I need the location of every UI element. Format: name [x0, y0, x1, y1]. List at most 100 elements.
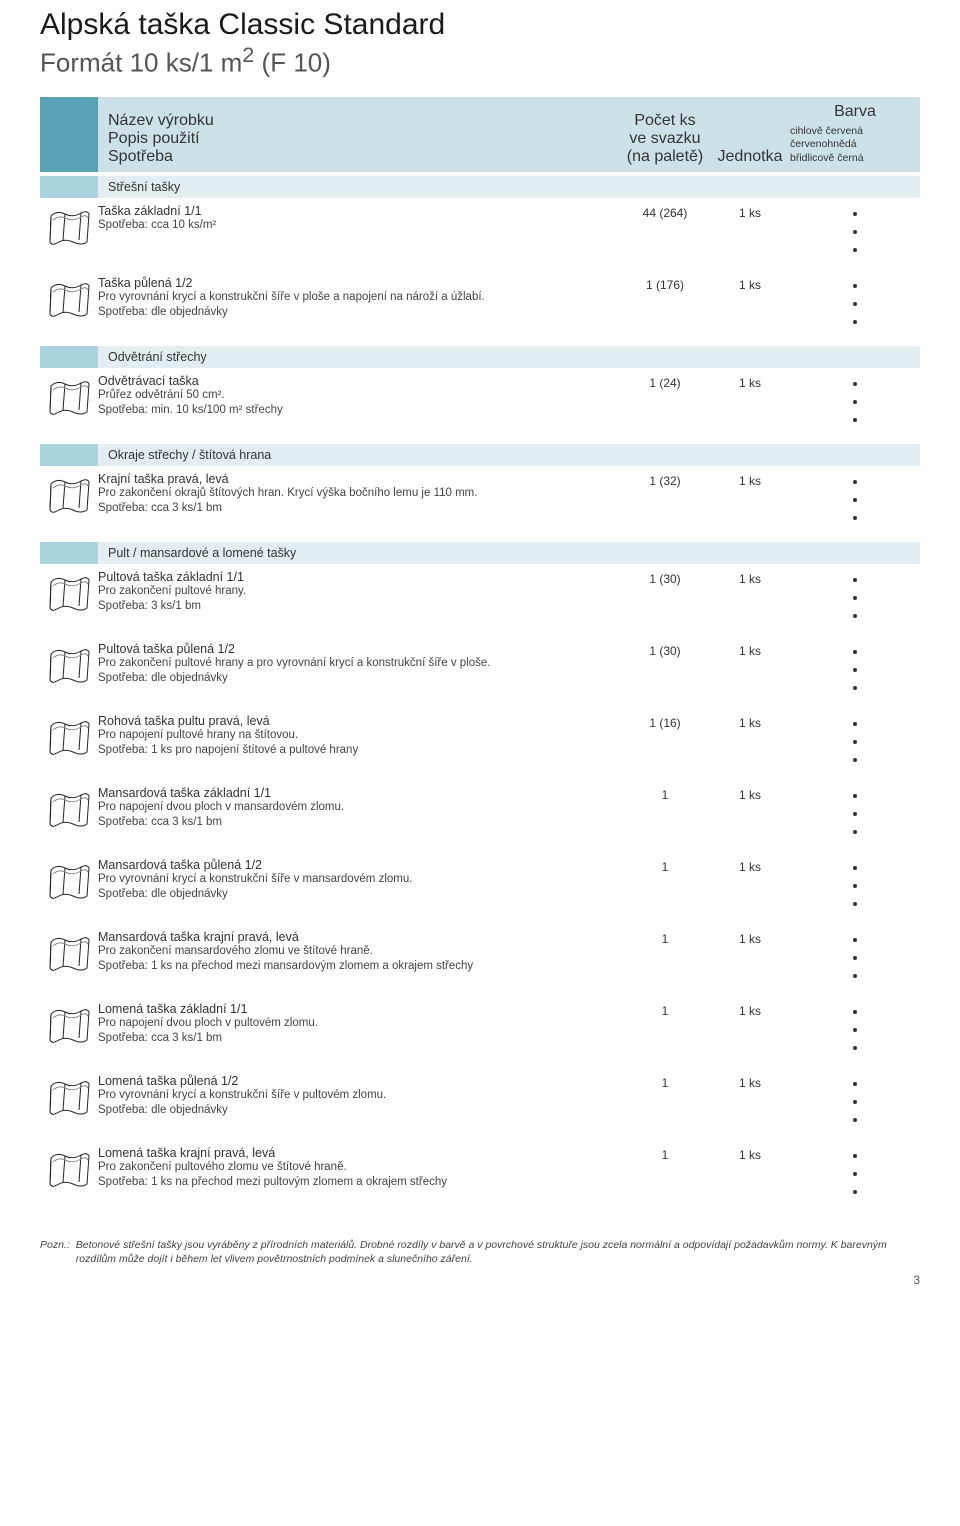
- product-qty: 1: [620, 1074, 710, 1090]
- product-row: Lomená taška základní 1/1 Pro napojení d…: [40, 996, 920, 1068]
- product-unit: 1 ks: [710, 1002, 790, 1018]
- product-consumption: Spotřeba: cca 3 ks/1 bm: [98, 815, 610, 831]
- header-unit: Jednotka: [710, 148, 790, 166]
- header-desc-3: Spotřeba: [108, 148, 610, 166]
- product-unit: 1 ks: [710, 1074, 790, 1090]
- product-desc: Pro zakončení pultové hrany a pro vyrovn…: [98, 656, 610, 672]
- header-qty-2: ve svazku: [620, 130, 710, 148]
- product-row: Mansardová taška základní 1/1 Pro napoje…: [40, 780, 920, 852]
- subtitle-pre: Formát 10 ks/1 m: [40, 48, 242, 78]
- header-color-names: cihlově červenáčervenohnědábřidlicově če…: [790, 125, 920, 166]
- table-header: Název výrobku Popis použití Spotřeba Poč…: [40, 97, 920, 172]
- product-qty: 1 (32): [620, 472, 710, 488]
- header-color-title: Barva: [790, 103, 920, 121]
- product-unit: 1 ks: [710, 714, 790, 730]
- color-dots: [790, 472, 920, 520]
- product-consumption: Spotřeba: dle objednávky: [98, 1103, 610, 1119]
- product-name: Krajní taška pravá, levá: [98, 472, 610, 486]
- product-unit: 1 ks: [710, 1146, 790, 1162]
- product-consumption: Spotřeba: min. 10 ks/100 m² střechy: [98, 403, 610, 419]
- product-unit: 1 ks: [710, 858, 790, 874]
- subtitle-post: (F 10): [254, 48, 331, 78]
- tile-icon: [40, 204, 98, 262]
- page-subtitle: Formát 10 ks/1 m2 (F 10): [40, 42, 920, 79]
- tile-icon: [40, 570, 98, 628]
- product-unit: 1 ks: [710, 374, 790, 390]
- product-consumption: Spotřeba: 3 ks/1 bm: [98, 599, 610, 615]
- tile-icon: [40, 374, 98, 432]
- product-row: Lomená taška krajní pravá, levá Pro zako…: [40, 1140, 920, 1212]
- header-qty-3: (na paletě): [620, 148, 710, 166]
- header-qty-1: Počet ks: [620, 112, 710, 130]
- product-qty: 1: [620, 1146, 710, 1162]
- product-desc: Pro vyrovnání krycí a konstrukční šíře v…: [98, 872, 610, 888]
- product-qty: 1: [620, 930, 710, 946]
- footnote-text: Betonové střešní tašky jsou vyráběny z p…: [76, 1238, 920, 1267]
- tile-icon: [40, 858, 98, 916]
- product-qty: 1 (30): [620, 570, 710, 586]
- section-header: Okraje střechy / štítová hrana: [40, 444, 920, 466]
- product-name: Mansardová taška půlená 1/2: [98, 858, 610, 872]
- product-qty: 1: [620, 858, 710, 874]
- product-name: Lomená taška krajní pravá, levá: [98, 1146, 610, 1160]
- product-name: Pultová taška půlená 1/2: [98, 642, 610, 656]
- tile-icon: [40, 472, 98, 530]
- product-unit: 1 ks: [710, 570, 790, 586]
- product-desc: Průřez odvětrání 50 cm².: [98, 388, 610, 404]
- product-qty: 1 (30): [620, 642, 710, 658]
- product-name: Odvětrávací taška: [98, 374, 610, 388]
- color-dots: [790, 276, 920, 324]
- color-dots: [790, 204, 920, 252]
- header-desc-1: Název výrobku: [108, 112, 610, 130]
- product-consumption: Spotřeba: cca 3 ks/1 bm: [98, 1031, 610, 1047]
- product-qty: 1 (176): [620, 276, 710, 292]
- header-desc-2: Popis použití: [108, 130, 610, 148]
- product-desc: Spotřeba: cca 10 ks/m²: [98, 218, 610, 234]
- page-title: Alpská taška Classic Standard: [40, 0, 920, 42]
- tile-icon: [40, 1074, 98, 1132]
- product-unit: 1 ks: [710, 930, 790, 946]
- product-desc: Pro zakončení mansardového zlomu ve štít…: [98, 944, 610, 960]
- product-unit: 1 ks: [710, 786, 790, 802]
- product-unit: 1 ks: [710, 276, 790, 292]
- product-consumption: Spotřeba: dle objednávky: [98, 887, 610, 903]
- product-desc: Pro napojení dvou ploch v mansardovém zl…: [98, 800, 610, 816]
- product-consumption: Spotřeba: 1 ks na přechod mezi pultovým …: [98, 1175, 610, 1191]
- product-desc: Pro vyrovnání krycí a konstrukční šíře v…: [98, 1088, 610, 1104]
- product-row: Pultová taška základní 1/1 Pro zakončení…: [40, 564, 920, 636]
- color-dots: [790, 374, 920, 422]
- product-qty: 1 (24): [620, 374, 710, 390]
- product-name: Taška základní 1/1: [98, 204, 610, 218]
- product-unit: 1 ks: [710, 472, 790, 488]
- product-desc: Pro napojení dvou ploch v pultovém zlomu…: [98, 1016, 610, 1032]
- section-title: Střešní tašky: [40, 176, 920, 198]
- product-consumption: Spotřeba: dle objednávky: [98, 305, 610, 321]
- color-dots: [790, 714, 920, 762]
- page-number: 3: [40, 1273, 920, 1287]
- product-row: Pultová taška půlená 1/2 Pro zakončení p…: [40, 636, 920, 708]
- color-dots: [790, 570, 920, 618]
- product-consumption: Spotřeba: dle objednávky: [98, 671, 610, 687]
- product-row: Rohová taška pultu pravá, levá Pro napoj…: [40, 708, 920, 780]
- product-name: Lomená taška základní 1/1: [98, 1002, 610, 1016]
- product-desc: Pro zakončení pultového zlomu ve štítové…: [98, 1160, 610, 1176]
- tile-icon: [40, 642, 98, 700]
- color-dots: [790, 642, 920, 690]
- color-dots: [790, 786, 920, 834]
- section-header: Odvětrání střechy: [40, 346, 920, 368]
- product-name: Mansardová taška základní 1/1: [98, 786, 610, 800]
- tile-icon: [40, 930, 98, 988]
- product-consumption: Spotřeba: 1 ks pro napojení štítové a pu…: [98, 743, 610, 759]
- tile-icon: [40, 1002, 98, 1060]
- tile-icon: [40, 786, 98, 844]
- product-qty: 44 (264): [620, 204, 710, 220]
- product-name: Lomená taška půlená 1/2: [98, 1074, 610, 1088]
- product-desc: Pro zakončení pultové hrany.: [98, 584, 610, 600]
- subtitle-sup: 2: [242, 42, 254, 67]
- color-dots: [790, 1002, 920, 1050]
- footnote: Pozn.: Betonové střešní tašky jsou vyráb…: [40, 1238, 920, 1267]
- section-title: Okraje střechy / štítová hrana: [40, 444, 920, 466]
- product-name: Pultová taška základní 1/1: [98, 570, 610, 584]
- product-qty: 1: [620, 1002, 710, 1018]
- product-qty: 1: [620, 786, 710, 802]
